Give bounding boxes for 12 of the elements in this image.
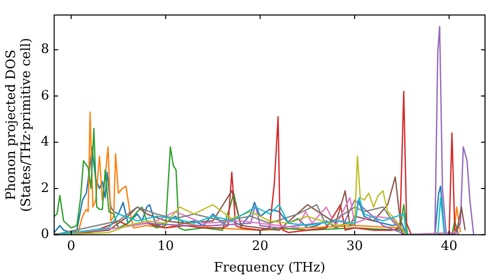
y-axis-title: Phonon projected DOS (States/THz·primitive cell) xyxy=(4,38,34,212)
x-tick-label: 10 xyxy=(157,238,174,254)
y-tick-label: 8 xyxy=(40,42,50,58)
y-tick-label: 0 xyxy=(40,227,50,242)
y-tick-label: 6 xyxy=(40,88,50,104)
y-tick-label: 4 xyxy=(40,134,50,150)
x-tick-label: 20 xyxy=(252,238,268,254)
y-tick-label: 2 xyxy=(40,180,50,196)
x-tick-label: 40 xyxy=(440,238,458,254)
x-axis-title: Frequency (THz) xyxy=(214,260,326,276)
x-tick-label: 0 xyxy=(67,238,76,254)
x-tick-label: 30 xyxy=(346,238,363,254)
